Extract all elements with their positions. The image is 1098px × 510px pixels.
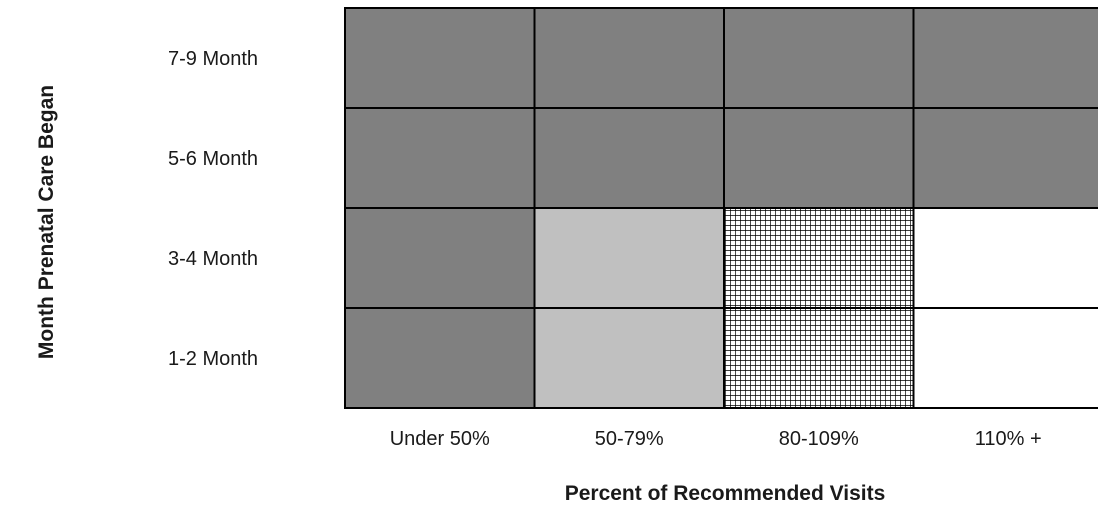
cell-1-1-dark [344,7,536,109]
x-tick-label: 80-109% [779,428,859,450]
cell-1-2-dark [533,7,725,109]
cell-1-3-dark [723,7,915,109]
cell-4-3-crosshatch [723,307,915,409]
y-tick-label: 7-9 Month [168,48,258,70]
cell-3-3-crosshatch [723,207,915,309]
x-tick-label: 50-79% [595,428,664,450]
x-tick-label: 110% + [975,428,1042,450]
cell-4-2-light [533,307,725,409]
cell-2-1-dark [344,107,536,209]
cell-1-4-dark [912,7,1098,109]
x-tick-labels: Under 50% 50-79% 80-109% 110% + [390,428,1042,450]
y-tick-label: 5-6 Month [168,148,258,170]
cell-4-1-dark [344,307,536,409]
y-tick-labels: 7-9 Month 5-6 Month 3-4 Month 1-2 Month [168,48,258,370]
cell-2-4-dark [912,107,1098,209]
cell-2-3-dark [723,107,915,209]
x-tick-label: Under 50% [390,428,490,450]
y-tick-label: 1-2 Month [168,348,258,370]
y-axis-title: Month Prenatal Care Began [35,85,58,359]
cell-4-4-white [912,307,1098,409]
cell-3-4-white [912,207,1098,309]
cell-3-2-light [533,207,725,309]
y-tick-label: 3-4 Month [168,248,258,270]
x-axis-title: Percent of Recommended Visits [565,482,886,505]
cell-3-1-dark [344,207,536,309]
cell-grid [344,7,1098,409]
cell-2-2-dark [533,107,725,209]
